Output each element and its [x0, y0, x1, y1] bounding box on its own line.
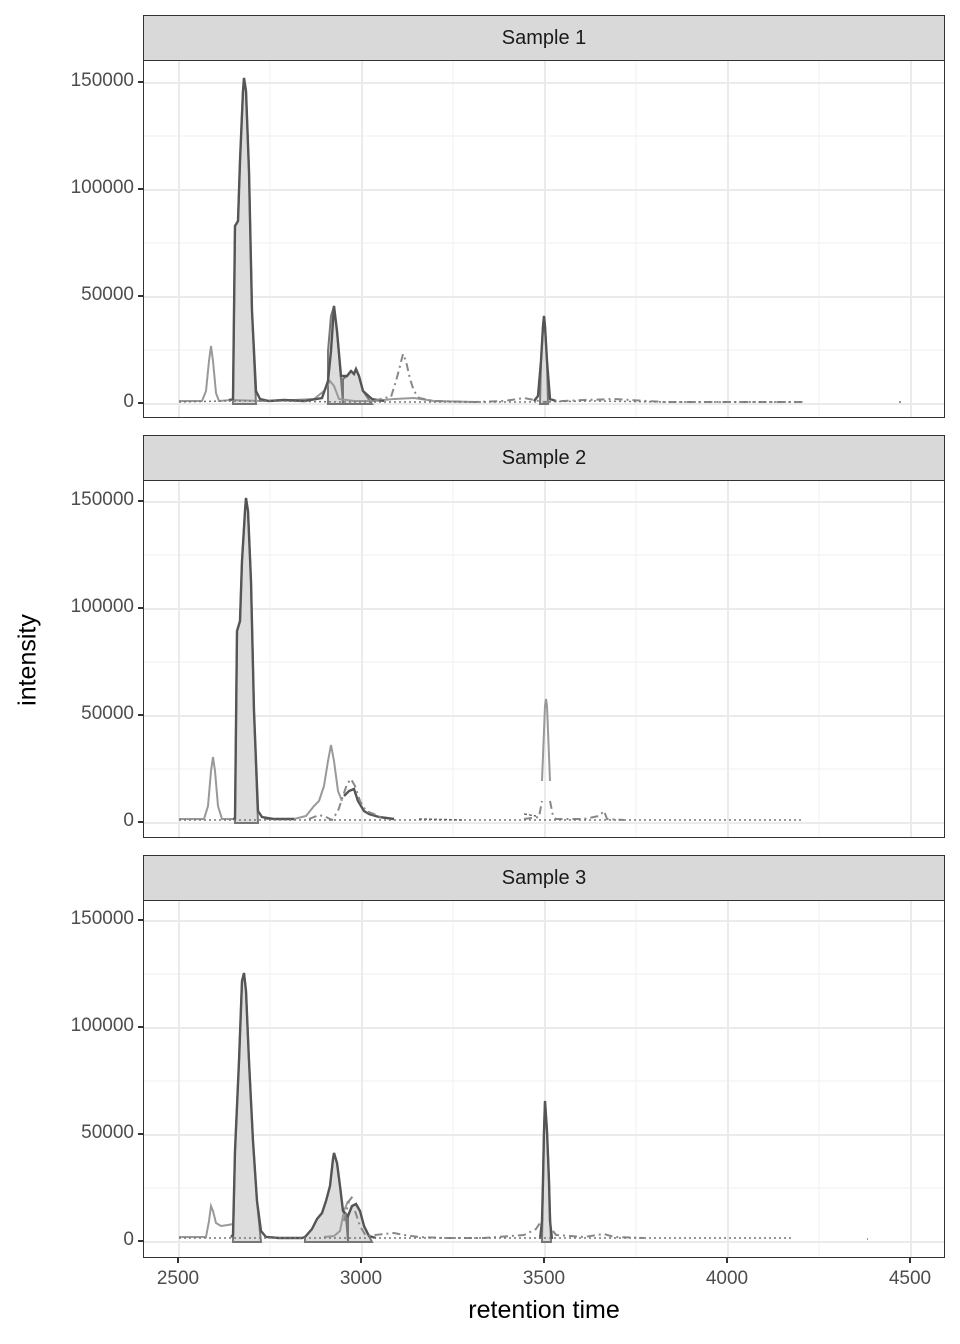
y-tick-mark — [138, 714, 143, 716]
x-axis-title: retention time — [468, 1296, 620, 1324]
chromatogram-plot — [144, 481, 944, 837]
y-tick-label: 100000 — [70, 177, 134, 198]
plot-panel — [143, 60, 945, 418]
x-tick-mark — [177, 1257, 179, 1263]
facet-strip-label: Sample 2 — [143, 435, 945, 481]
x-tick-mark — [360, 1257, 362, 1263]
x-tick-label: 4000 — [705, 1268, 749, 1289]
facet-strip-label: Sample 1 — [143, 15, 945, 61]
y-tick-label: 50000 — [81, 703, 134, 724]
plot-panel — [143, 480, 945, 838]
chromatogram-plot — [144, 61, 944, 417]
y-tick-mark — [138, 1026, 143, 1028]
y-tick-label: 100000 — [70, 596, 134, 617]
y-tick-label: 150000 — [70, 70, 134, 91]
y-tick-mark — [138, 295, 143, 297]
y-tick-mark — [138, 919, 143, 921]
facet-strip-label: Sample 3 — [143, 855, 945, 901]
y-axis-title: intensity — [13, 614, 42, 706]
x-tick-mark — [909, 1257, 911, 1263]
y-tick-label: 150000 — [70, 489, 134, 510]
y-tick-label: 0 — [123, 1229, 134, 1250]
x-tick-label: 3500 — [522, 1268, 566, 1289]
y-tick-label: 0 — [123, 391, 134, 412]
y-tick-mark — [138, 188, 143, 190]
y-tick-label: 150000 — [70, 908, 134, 929]
plot-panel — [143, 900, 945, 1258]
y-tick-mark — [138, 607, 143, 609]
y-tick-label: 50000 — [81, 1122, 134, 1143]
y-tick-mark — [138, 821, 143, 823]
y-tick-label: 0 — [123, 810, 134, 831]
x-tick-label: 4500 — [888, 1268, 932, 1289]
x-tick-label: 3000 — [339, 1268, 383, 1289]
chromatogram-plot — [144, 901, 944, 1257]
y-tick-label: 100000 — [70, 1015, 134, 1036]
x-tick-mark — [543, 1257, 545, 1263]
x-tick-mark — [726, 1257, 728, 1263]
y-tick-mark — [138, 81, 143, 83]
y-tick-mark — [138, 1240, 143, 1242]
x-tick-label: 2500 — [156, 1268, 200, 1289]
y-tick-mark — [138, 402, 143, 404]
y-tick-mark — [138, 500, 143, 502]
y-tick-label: 50000 — [81, 284, 134, 305]
y-tick-mark — [138, 1133, 143, 1135]
